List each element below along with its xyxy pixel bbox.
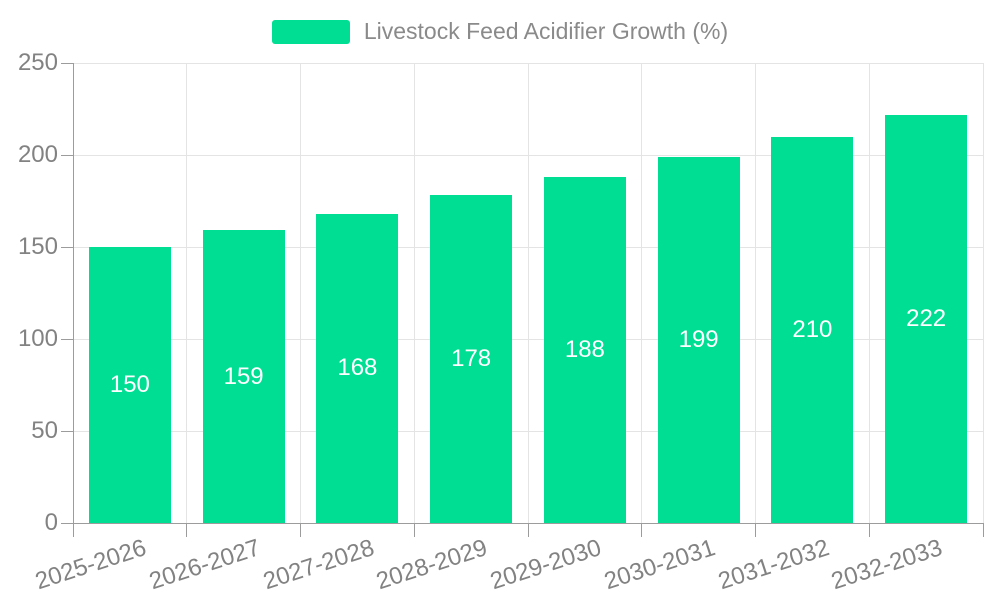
y-axis-label: 0 — [44, 509, 58, 536]
x-axis-tick — [413, 523, 415, 537]
legend[interactable]: Livestock Feed Acidifier Growth (%) — [0, 18, 1000, 45]
bar[interactable]: 168 — [316, 213, 399, 523]
bar-value-label: 168 — [337, 354, 378, 382]
gridline — [186, 63, 188, 523]
bar-value-label: 199 — [678, 325, 719, 353]
y-axis-label: 200 — [17, 141, 58, 168]
bar-value-label: 150 — [109, 371, 150, 398]
y-axis-tick — [61, 154, 73, 156]
gridline — [868, 63, 870, 523]
y-axis-label: 100 — [17, 325, 58, 352]
bar-value-label: 188 — [564, 336, 605, 364]
bar[interactable]: 210 — [771, 136, 854, 523]
bar-value-label: 178 — [451, 345, 492, 373]
gridline — [755, 63, 756, 523]
x-axis-tick — [868, 523, 870, 537]
x-axis-tick — [527, 523, 529, 537]
x-axis-tick — [641, 523, 643, 537]
x-axis-label: 2025-2026 — [32, 534, 150, 596]
gridline — [300, 63, 301, 523]
y-axis-line — [72, 63, 74, 537]
x-axis-tick — [72, 523, 74, 537]
gridline — [527, 63, 529, 523]
gridline — [413, 63, 415, 523]
x-axis-label: 2027-2028 — [259, 534, 378, 596]
gridline — [982, 63, 984, 523]
y-axis-tick — [61, 62, 73, 64]
bar[interactable]: 150 — [88, 247, 171, 523]
x-axis-label: 2026-2027 — [145, 534, 264, 596]
y-axis-label: 150 — [17, 233, 58, 260]
y-axis-tick — [61, 430, 73, 432]
y-axis-tick — [61, 338, 73, 340]
bar[interactable]: 199 — [657, 156, 740, 523]
x-axis-label: 2028-2029 — [373, 534, 491, 596]
legend-swatch — [271, 19, 350, 44]
y-axis-label: 250 — [17, 49, 58, 76]
bar[interactable]: 159 — [202, 230, 285, 523]
x-axis-tick — [982, 523, 984, 537]
bar-value-label: 210 — [792, 315, 833, 343]
bar[interactable]: 188 — [543, 177, 626, 523]
bar[interactable]: 178 — [430, 195, 513, 523]
x-axis-tick — [755, 523, 756, 537]
x-axis-label: 2030-2031 — [600, 534, 719, 596]
x-axis-tick — [186, 523, 188, 537]
y-axis-tick — [61, 522, 73, 524]
x-axis-label: 2032-2033 — [828, 534, 946, 596]
x-axis-tick — [300, 523, 301, 537]
x-axis-label: 2031-2032 — [714, 534, 833, 596]
bar-value-label: 222 — [906, 304, 947, 332]
bar-value-label: 159 — [223, 362, 264, 390]
legend-label: Livestock Feed Acidifier Growth (%) — [363, 18, 729, 44]
y-axis-tick — [61, 246, 73, 248]
bar[interactable]: 222 — [885, 114, 968, 523]
y-axis-label: 50 — [31, 417, 58, 444]
x-axis-label: 2029-2030 — [487, 534, 605, 596]
gridline — [641, 63, 643, 523]
